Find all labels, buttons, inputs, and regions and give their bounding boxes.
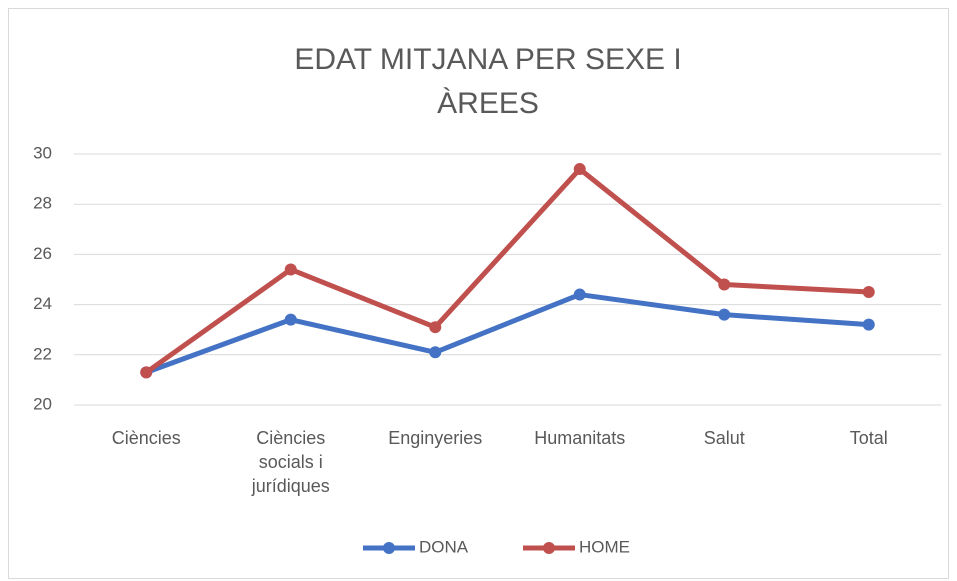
x-tick-label: Ciències: [111, 428, 181, 448]
data-point: [862, 318, 875, 331]
data-point: [718, 278, 731, 291]
y-tick-label: 26: [33, 244, 52, 263]
legend-marker: [383, 542, 395, 554]
x-tick-label: Humanitats: [534, 428, 626, 448]
chart-border: [8, 8, 949, 579]
data-point: [573, 163, 586, 176]
series-line: [145, 292, 869, 375]
x-tick-label: Enginyeries: [388, 428, 483, 448]
x-tick-label: Total: [849, 428, 888, 448]
x-tick-label: Salut: [703, 428, 745, 448]
data-point: [284, 313, 297, 326]
y-tick-label: 20: [33, 394, 52, 413]
data-point: [862, 286, 875, 299]
x-tick-label: Ciències socials i jurídiques: [251, 428, 330, 496]
series-line: [144, 166, 869, 375]
y-tick-label: 28: [33, 194, 52, 213]
data-point: [429, 321, 442, 334]
data-point: [718, 308, 731, 321]
data-point: [429, 346, 442, 359]
data-point: [573, 288, 586, 301]
data-point: [140, 366, 153, 379]
legend-label: DONA: [419, 537, 469, 556]
legend-marker: [543, 542, 555, 554]
legend-label: HOME: [579, 537, 630, 556]
y-tick-label: 22: [33, 344, 52, 363]
y-tick-label: 30: [33, 143, 52, 162]
data-point: [284, 263, 297, 276]
y-tick-label: 24: [33, 294, 52, 313]
chart-title: EDAT MITJANA PER SEXE I ÀREES: [294, 43, 682, 120]
